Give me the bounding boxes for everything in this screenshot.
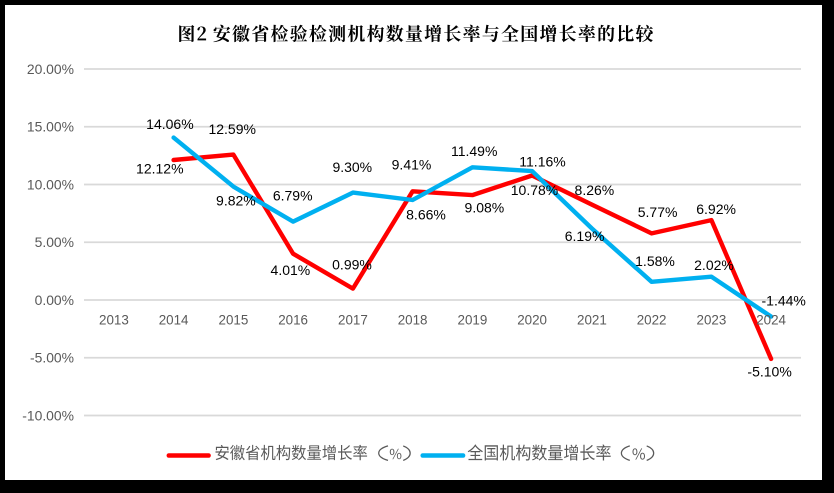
svg-text:11.49%: 11.49% [451,143,497,159]
svg-text:2021: 2021 [577,313,607,328]
svg-text:0.99%: 0.99% [332,256,372,272]
svg-text:8.26%: 8.26% [575,182,615,198]
svg-text:9.30%: 9.30% [332,159,372,175]
svg-text:2015: 2015 [219,313,249,328]
svg-text:9.08%: 9.08% [465,199,505,215]
svg-text:2019: 2019 [458,313,488,328]
svg-text:14.06%: 14.06% [146,116,193,132]
svg-text:11.16%: 11.16% [519,154,565,170]
svg-text:-10.00%: -10.00% [22,407,74,423]
svg-text:4.01%: 4.01% [271,262,311,278]
svg-text:6.79%: 6.79% [273,188,313,204]
svg-text:5.00%: 5.00% [35,234,74,250]
svg-text:10.78%: 10.78% [511,182,558,198]
svg-text:2014: 2014 [159,313,189,328]
svg-text:6.92%: 6.92% [696,201,736,217]
svg-text:-5.10%: -5.10% [747,364,791,380]
svg-text:2023: 2023 [697,313,727,328]
svg-text:6.19%: 6.19% [565,228,605,244]
svg-text:-5.00%: -5.00% [30,350,74,366]
svg-text:12.12%: 12.12% [136,160,183,176]
svg-text:2013: 2013 [99,313,129,328]
svg-text:2.02%: 2.02% [694,257,734,273]
svg-text:12.59%: 12.59% [208,121,255,137]
svg-text:-1.44%: -1.44% [762,292,806,308]
svg-text:1.58%: 1.58% [635,253,675,269]
svg-text:9.82%: 9.82% [216,193,256,209]
svg-text:8.66%: 8.66% [406,206,446,222]
svg-text:0.00%: 0.00% [35,292,74,308]
svg-text:2017: 2017 [338,313,368,328]
svg-text:15.00%: 15.00% [27,119,74,135]
svg-text:9.41%: 9.41% [392,156,432,172]
svg-text:2024: 2024 [756,313,786,328]
svg-text:2022: 2022 [637,313,667,328]
svg-text:5.77%: 5.77% [638,204,678,220]
svg-text:2020: 2020 [517,313,547,328]
svg-text:10.00%: 10.00% [27,176,74,192]
svg-text:20.00%: 20.00% [27,61,74,77]
svg-text:2016: 2016 [278,313,308,328]
svg-text:2018: 2018 [398,313,428,328]
